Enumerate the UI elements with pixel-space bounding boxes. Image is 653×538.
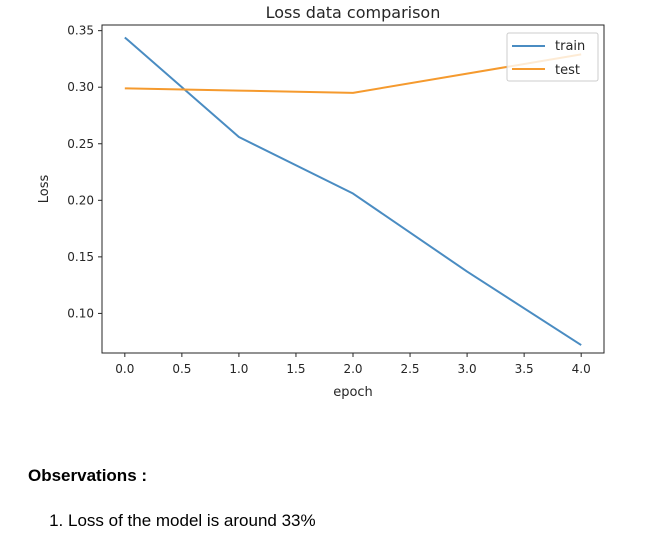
x-axis-ticks: 0.0 0.5 1.0 1.5 2.0 2.5 3.0 3.5 4.0 bbox=[115, 353, 591, 376]
x-tick-label: 3.5 bbox=[515, 362, 534, 376]
y-axis-label: Loss bbox=[37, 175, 52, 204]
observations-list: Loss of the model is around 33% bbox=[28, 510, 628, 532]
observations-heading: Observations : bbox=[28, 466, 148, 485]
legend-label-train: train bbox=[555, 39, 585, 54]
observation-item: Loss of the model is around 33% bbox=[68, 510, 628, 532]
x-tick-label: 0.0 bbox=[115, 362, 134, 376]
y-tick-label: 0.20 bbox=[67, 193, 94, 207]
x-tick-label: 0.5 bbox=[172, 362, 191, 376]
x-tick-label: 1.0 bbox=[229, 362, 248, 376]
x-tick-label: 4.0 bbox=[572, 362, 591, 376]
legend: train test bbox=[506, 32, 599, 82]
y-tick-label: 0.35 bbox=[67, 24, 94, 38]
plot-lines bbox=[124, 36, 582, 346]
x-tick-label: 2.0 bbox=[343, 362, 362, 376]
chart-title: Loss data comparison bbox=[266, 3, 441, 22]
x-tick-label: 3.0 bbox=[458, 362, 477, 376]
y-tick-label: 0.30 bbox=[67, 80, 94, 94]
y-tick-label: 0.10 bbox=[67, 306, 94, 320]
series-line-test bbox=[124, 53, 582, 94]
x-tick-label: 1.5 bbox=[286, 362, 305, 376]
y-tick-label: 0.15 bbox=[67, 250, 94, 264]
series-line-train bbox=[124, 36, 582, 346]
y-axis-ticks: 0.10 0.15 0.20 0.25 0.30 0.35 bbox=[67, 24, 102, 320]
observations-section: Observations : Loss of the model is arou… bbox=[28, 466, 628, 532]
legend-label-test: test bbox=[555, 63, 580, 78]
x-axis-label: epoch bbox=[333, 385, 373, 400]
x-tick-label: 2.5 bbox=[400, 362, 419, 376]
y-tick-label: 0.25 bbox=[67, 137, 94, 151]
loss-chart: Loss data comparison 0.0 0.5 1.0 1.5 2.0 2.5 3… bbox=[37, 3, 605, 400]
